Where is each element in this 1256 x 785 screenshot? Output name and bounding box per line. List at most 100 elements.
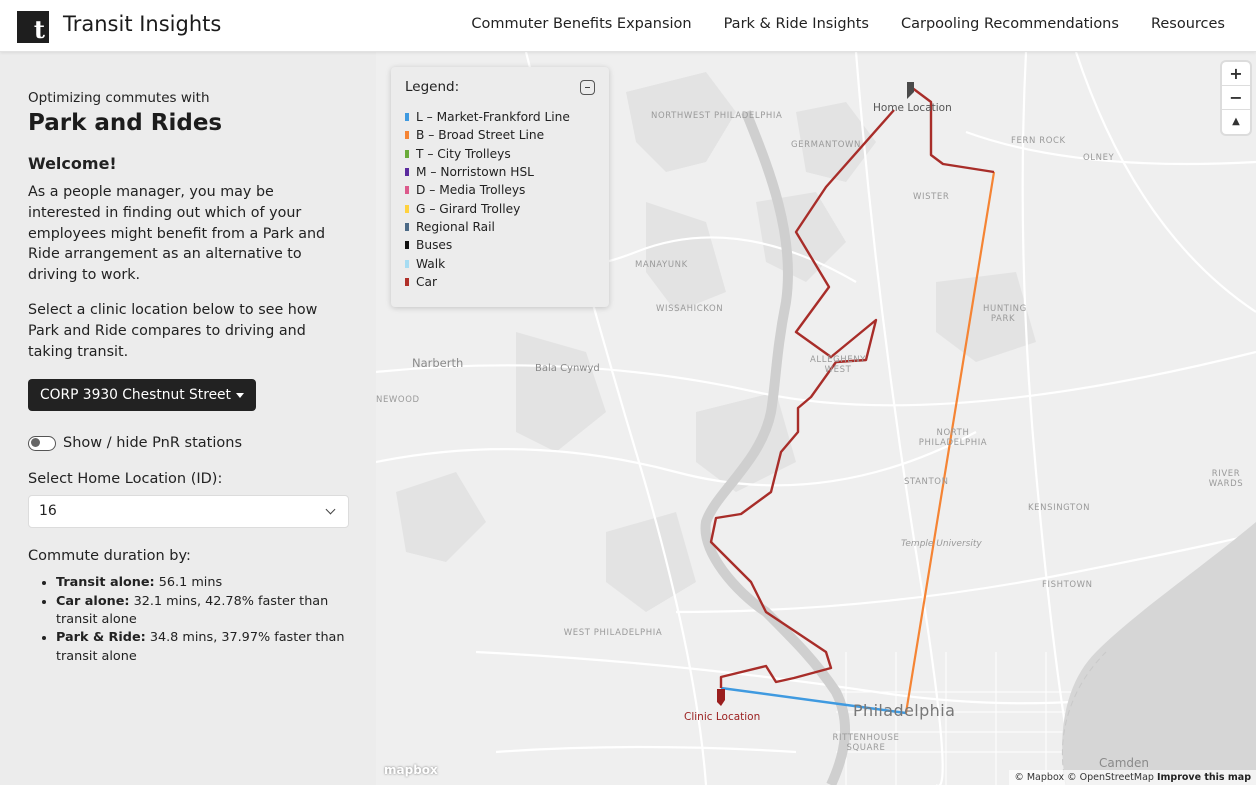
legend-label: T – City Trolleys	[416, 146, 511, 161]
zoom-in-button[interactable]: +	[1222, 62, 1250, 86]
legend-item: D – Media Trolleys	[405, 181, 595, 199]
legend-item: M – Norristown HSL	[405, 163, 595, 181]
legend-swatch	[405, 168, 409, 177]
main-nav: Commuter Benefits Expansion Park & Ride …	[471, 16, 1225, 32]
legend-swatch	[405, 241, 409, 250]
legend-item: B – Broad Street Line	[405, 126, 595, 144]
attribution-osm-link[interactable]: © OpenStreetMap	[1067, 772, 1154, 783]
map-zoom-controls: + − ▲	[1222, 62, 1250, 134]
map-label-allegheny-west: ALLEGHENY WEST	[810, 355, 866, 375]
duration-transit: Transit alone: 56.1 mins	[56, 574, 348, 592]
caret-down-icon	[235, 392, 244, 398]
map-label-bala-cynwyd: Bala Cynwyd	[535, 363, 600, 374]
sidebar-panel: Optimizing commutes with Park and Rides …	[0, 52, 376, 785]
map-label-fern-rock: FERN ROCK	[1011, 136, 1066, 146]
intro-text: As a people manager, you may be interest…	[28, 184, 326, 284]
legend-label: Car	[416, 274, 437, 289]
legend-label: G – Girard Trolley	[416, 201, 521, 216]
nav-commuter-benefits[interactable]: Commuter Benefits Expansion	[471, 16, 692, 32]
map-label-west-philadelphia: WEST PHILADELPHIA	[563, 628, 663, 638]
map-label-germantown: GERMANTOWN	[791, 140, 862, 150]
nav-park-ride-insights[interactable]: Park & Ride Insights	[723, 16, 869, 32]
duration-park-ride-label: Park & Ride:	[56, 630, 146, 646]
legend-swatch	[405, 277, 409, 286]
chevron-down-icon	[325, 504, 336, 515]
map-label-northwest: NORTHWEST PHILADELPHIA	[651, 111, 783, 121]
map-canvas[interactable]: NORTHWEST PHILADELPHIA GERMANTOWN FERN R…	[376, 52, 1256, 785]
duration-car-label: Car alone:	[56, 593, 130, 609]
improve-map-link[interactable]: Improve this map	[1156, 772, 1251, 783]
map-label-camden: Camden	[1099, 756, 1150, 770]
home-select-value: 16	[39, 503, 57, 520]
duration-car: Car alone: 32.1 mins, 42.78% faster than…	[56, 593, 348, 630]
legend-label: D – Media Trolleys	[416, 183, 526, 198]
legend-swatch	[405, 222, 409, 231]
legend-items: L – Market-Frankford Line B – Broad Stre…	[405, 108, 595, 291]
clinic-dropdown-label: CORP 3930 Chestnut Street	[40, 387, 231, 404]
legend-swatch	[405, 204, 409, 213]
legend-item: L – Market-Frankford Line	[405, 108, 595, 126]
legend-title: Legend:	[405, 79, 460, 95]
home-select-label: Select Home Location (ID):	[28, 471, 223, 488]
legend-label: Regional Rail	[416, 219, 495, 234]
top-navbar: t Transit Insights Commuter Benefits Exp…	[0, 0, 1256, 52]
brand-name[interactable]: Transit Insights	[63, 12, 222, 36]
legend-label: B – Broad Street Line	[416, 128, 545, 143]
logo-letter: t	[33, 15, 45, 44]
duration-car-value: 32.1 mins, 42.78% faster than transit al…	[56, 593, 329, 627]
map-label-river-wards: RIVER WARDS	[1208, 469, 1244, 489]
legend-label: L – Market-Frankford Line	[416, 110, 570, 125]
instruction-text: Select a clinic location below to see ho…	[28, 301, 318, 360]
map-label-philadelphia: Philadelphia	[853, 701, 956, 720]
toggle-knob	[31, 438, 40, 448]
nav-resources[interactable]: Resources	[1150, 16, 1225, 32]
map-label-rittenhouse: RITTENHOUSE SQUARE	[832, 733, 900, 753]
map-label-kensington: KENSINGTON	[1028, 503, 1091, 513]
pnr-toggle-switch[interactable]	[28, 435, 56, 451]
page-subtitle: Optimizing commutes with	[28, 90, 210, 106]
map-label-olney: OLNEY	[1083, 153, 1115, 163]
legend-item: G – Girard Trolley	[405, 199, 595, 217]
map-label-wister: WISTER	[913, 192, 950, 202]
duration-title: Commute duration by:	[28, 548, 191, 565]
legend-item: Car	[405, 273, 595, 291]
legend-swatch	[405, 149, 409, 158]
clinic-dropdown-button[interactable]: CORP 3930 Chestnut Street	[28, 379, 256, 412]
zoom-out-button[interactable]: −	[1222, 86, 1250, 110]
pnr-toggle-row: Show / hide PnR stations	[28, 435, 348, 451]
map-label-hunting-park: HUNTING PARK	[983, 304, 1027, 324]
duration-transit-label: Transit alone:	[56, 575, 155, 591]
map-attribution: © Mapbox © OpenStreetMap Improve this ma…	[1009, 770, 1256, 785]
map-label-narberth: Narberth	[412, 356, 464, 370]
brand-logo[interactable]: t	[17, 11, 49, 43]
pnr-toggle-label[interactable]: Show / hide PnR stations	[63, 435, 242, 452]
duration-list: Transit alone: 56.1 mins Car alone: 32.1…	[28, 574, 348, 665]
map-label-stanton: STANTON	[904, 477, 949, 487]
welcome-heading: Welcome!	[28, 154, 117, 173]
map-label-wissahickon: WISSAHICKON	[656, 304, 724, 314]
nav-carpooling[interactable]: Carpooling Recommendations	[900, 16, 1119, 32]
legend-swatch	[405, 113, 409, 122]
home-location-select[interactable]: 16	[28, 495, 349, 529]
clinic-location-label[interactable]: Clinic Location	[684, 711, 761, 723]
mapbox-logo[interactable]: mapbox	[384, 763, 438, 777]
compass-icon[interactable]: ▲	[1232, 116, 1240, 127]
attribution-mapbox-link[interactable]: © Mapbox	[1014, 772, 1065, 783]
legend-label: Walk	[416, 256, 446, 271]
legend-item: Regional Rail	[405, 218, 595, 236]
map-label-manayunk: MANAYUNK	[635, 260, 688, 270]
duration-park-ride: Park & Ride: 34.8 mins, 37.97% faster th…	[56, 629, 348, 666]
home-location-label[interactable]: Home Location	[873, 102, 952, 114]
duration-park-ride-value: 34.8 mins, 37.97% faster than transit al…	[56, 630, 345, 664]
page-title: Park and Rides	[28, 110, 223, 136]
legend-item: Buses	[405, 236, 595, 254]
map-label-newood: NEWOOD	[376, 395, 420, 405]
legend-item: Walk	[405, 254, 595, 272]
map-label-fishtown: FISHTOWN	[1042, 580, 1093, 590]
legend-swatch	[405, 131, 409, 140]
legend-swatch	[405, 186, 409, 195]
legend-swatch	[405, 259, 409, 268]
map-legend: Legend: L – Market-Frankford Line B – Br…	[391, 67, 609, 307]
legend-collapse-button[interactable]	[580, 80, 595, 95]
legend-item: T – City Trolleys	[405, 145, 595, 163]
